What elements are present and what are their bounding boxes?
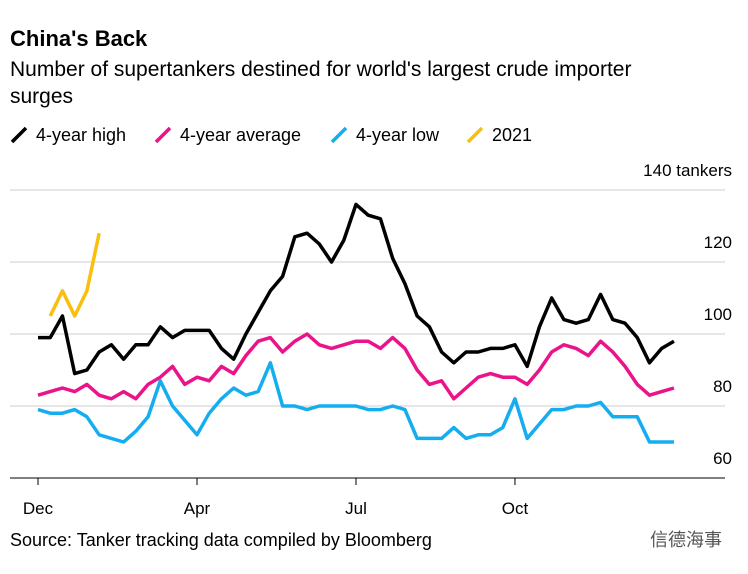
y-tick-label: 100: [704, 305, 732, 324]
series-line: [37, 361, 674, 444]
legend-swatch: [466, 126, 484, 144]
chart-title: China's Back: [10, 26, 148, 51]
x-tick-label: Dec: [23, 499, 54, 518]
y-tick-label: 140 tankers: [643, 161, 732, 180]
x-tick-label: Oct: [502, 499, 529, 518]
legend-label: 4-year low: [356, 125, 440, 145]
y-tick-label: 80: [713, 377, 732, 396]
legend-label: 4-year high: [36, 125, 126, 145]
legend-swatch: [330, 126, 348, 144]
watermark: 信德海事: [650, 530, 722, 550]
y-tick-label: 120: [704, 233, 732, 252]
source: Source: Tanker tracking data compiled by…: [10, 530, 432, 550]
legend-label: 2021: [492, 125, 532, 145]
legend-label: 4-year average: [180, 125, 301, 145]
x-tick-label: Jul: [345, 499, 367, 518]
legend-swatch: [154, 126, 172, 144]
x-tick-label: Apr: [184, 499, 211, 518]
series-line: [38, 202, 675, 376]
series-line: [48, 232, 101, 318]
y-tick-label: 60: [713, 449, 732, 468]
chart-subtitle: Number of supertankers destined for worl…: [10, 58, 631, 81]
legend-swatch: [10, 126, 28, 144]
chart-subtitle: surges: [10, 85, 73, 108]
series-line: [37, 332, 675, 401]
